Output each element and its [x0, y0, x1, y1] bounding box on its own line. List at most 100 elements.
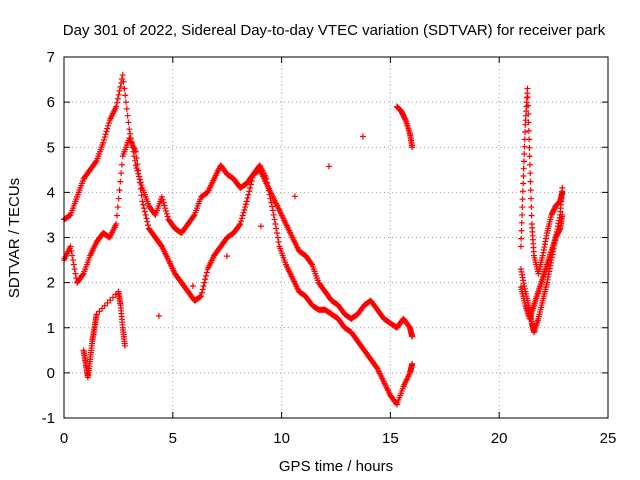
- data-point-marker: [141, 208, 148, 215]
- data-point-marker: [114, 204, 121, 211]
- data-point-marker: [246, 188, 253, 195]
- data-point-marker: [100, 139, 107, 146]
- data-point-marker: [518, 219, 525, 226]
- data-point-marker: [164, 213, 171, 220]
- data-point-marker: [525, 102, 532, 109]
- data-point-marker: [125, 119, 132, 126]
- data-point-marker: [70, 261, 77, 268]
- series-3: [80, 103, 416, 381]
- data-point-marker: [104, 125, 111, 132]
- x-tick-label: 0: [60, 430, 68, 447]
- data-point-marker: [202, 276, 209, 283]
- data-point-marker: [559, 189, 566, 196]
- data-point-marker: [521, 143, 528, 150]
- data-point-marker: [273, 229, 280, 236]
- data-point-marker: [135, 167, 142, 174]
- data-point-marker: [519, 211, 526, 218]
- data-point-marker: [526, 161, 533, 168]
- data-point-marker: [142, 211, 149, 218]
- data-point-marker: [308, 260, 315, 267]
- data-point-marker: [271, 216, 278, 223]
- data-point-marker: [115, 195, 122, 202]
- data-point-marker: [113, 220, 120, 227]
- y-tick-label: 4: [47, 184, 55, 201]
- data-point-marker: [123, 105, 130, 112]
- data-point-marker: [409, 360, 416, 367]
- data-point-marker: [269, 207, 276, 214]
- data-point-marker: [118, 161, 125, 168]
- y-tick-label: 6: [47, 94, 55, 111]
- data-point-marker: [519, 188, 526, 195]
- data-point-marker: [199, 286, 206, 293]
- data-point-marker: [114, 212, 121, 219]
- data-point-marker: [237, 220, 244, 227]
- data-point-marker: [248, 178, 255, 185]
- data-point-marker: [242, 204, 249, 211]
- data-point-marker: [239, 212, 246, 219]
- data-point-marker: [245, 191, 252, 198]
- data-point-marker: [525, 110, 532, 117]
- data-point-marker: [155, 312, 162, 319]
- data-point-marker: [100, 136, 107, 143]
- data-point-marker: [257, 223, 264, 230]
- x-tick-label: 5: [169, 430, 177, 447]
- y-tick-label: 3: [47, 230, 55, 247]
- data-point-marker: [126, 126, 133, 133]
- data-point-marker: [519, 196, 526, 203]
- data-point-marker: [525, 127, 532, 134]
- data-point-marker: [134, 161, 141, 168]
- data-point-marker: [143, 215, 150, 222]
- data-point-marker: [272, 220, 279, 227]
- x-axis-label: GPS time / hours: [279, 458, 393, 475]
- data-point-marker: [527, 187, 534, 194]
- data-point-marker: [119, 72, 126, 79]
- data-point-marker: [325, 163, 332, 170]
- series-2: [61, 135, 416, 340]
- data-point-marker: [190, 213, 197, 220]
- x-tick-label: 10: [273, 430, 290, 447]
- data-point-marker: [198, 293, 205, 300]
- data-point-marker: [137, 185, 144, 192]
- data-point-marker: [528, 195, 535, 202]
- data-point-marker: [123, 99, 130, 106]
- data-point-marker: [525, 119, 532, 126]
- x-tick-label: 25: [600, 430, 617, 447]
- data-point-marker: [145, 222, 152, 229]
- series-5: [517, 85, 566, 277]
- data-point-marker: [524, 85, 531, 92]
- data-point-marker: [79, 271, 86, 278]
- data-point-marker: [122, 92, 129, 99]
- data-point-marker: [121, 342, 128, 349]
- data-point-marker: [117, 178, 124, 185]
- x-tick-label: 15: [382, 430, 399, 447]
- data-point-marker: [269, 203, 276, 210]
- data-point-marker: [291, 193, 298, 200]
- data-point-marker: [247, 181, 254, 188]
- data-point-marker: [198, 289, 205, 296]
- x-tick-label: 20: [491, 430, 508, 447]
- data-point-marker: [140, 201, 147, 208]
- data-point-marker: [243, 198, 250, 205]
- data-point-marker: [244, 195, 251, 202]
- data-point-marker: [133, 154, 140, 161]
- data-point-marker: [158, 193, 165, 200]
- data-point-marker: [409, 144, 416, 151]
- data-point-marker: [118, 170, 125, 177]
- data-point-marker: [105, 122, 112, 129]
- data-point-marker: [527, 178, 534, 185]
- data-point-marker: [202, 272, 209, 279]
- data-point-marker: [121, 85, 128, 92]
- data-point-marker: [201, 279, 208, 286]
- data-point-marker: [238, 215, 245, 222]
- data-point-marker: [138, 192, 145, 199]
- data-point-marker: [104, 299, 111, 306]
- data-point-marker: [93, 311, 100, 318]
- data-point-marker: [520, 173, 527, 180]
- data-point-marker: [159, 196, 166, 203]
- data-point-marker: [69, 252, 76, 259]
- data-point-marker: [526, 136, 533, 143]
- data-point-marker: [163, 210, 170, 217]
- data-point-marker: [522, 129, 529, 136]
- data-point-marker: [132, 148, 139, 155]
